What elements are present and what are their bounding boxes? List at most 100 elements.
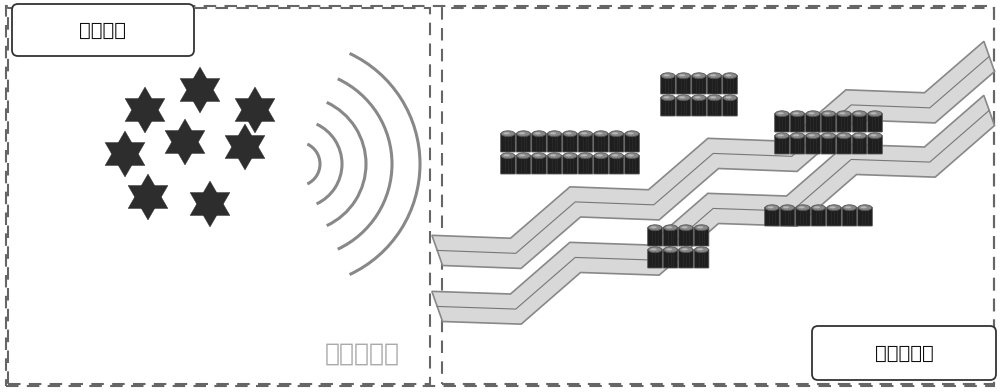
Ellipse shape (679, 96, 685, 98)
Ellipse shape (692, 73, 706, 79)
Ellipse shape (550, 154, 556, 156)
Ellipse shape (581, 154, 587, 156)
FancyBboxPatch shape (679, 249, 693, 268)
Ellipse shape (664, 96, 670, 98)
Ellipse shape (661, 95, 675, 101)
Ellipse shape (843, 205, 856, 211)
Ellipse shape (563, 153, 577, 159)
Ellipse shape (855, 134, 861, 136)
Ellipse shape (625, 131, 639, 137)
Ellipse shape (628, 132, 634, 134)
Ellipse shape (822, 111, 835, 117)
Ellipse shape (682, 248, 688, 250)
Ellipse shape (845, 206, 851, 209)
FancyBboxPatch shape (532, 133, 546, 152)
Ellipse shape (628, 154, 634, 156)
Polygon shape (125, 87, 165, 122)
FancyBboxPatch shape (661, 75, 675, 94)
Ellipse shape (625, 153, 639, 159)
Ellipse shape (837, 133, 851, 139)
FancyBboxPatch shape (547, 155, 562, 174)
Polygon shape (235, 87, 275, 122)
FancyBboxPatch shape (563, 155, 577, 174)
Ellipse shape (612, 154, 618, 156)
Polygon shape (225, 124, 265, 158)
FancyBboxPatch shape (775, 135, 789, 154)
Ellipse shape (594, 131, 608, 137)
Text: 地震波传播: 地震波传播 (324, 342, 400, 366)
Ellipse shape (765, 205, 779, 211)
Ellipse shape (708, 95, 721, 101)
Ellipse shape (814, 206, 820, 209)
Ellipse shape (664, 74, 670, 76)
FancyBboxPatch shape (516, 155, 531, 174)
Ellipse shape (651, 226, 657, 229)
Ellipse shape (768, 206, 774, 209)
Ellipse shape (861, 206, 867, 209)
Ellipse shape (799, 206, 805, 209)
FancyBboxPatch shape (821, 135, 836, 154)
Polygon shape (235, 98, 275, 133)
Ellipse shape (548, 131, 561, 137)
Ellipse shape (775, 111, 789, 117)
Ellipse shape (695, 96, 701, 98)
Ellipse shape (501, 131, 515, 137)
Polygon shape (105, 143, 145, 177)
FancyBboxPatch shape (852, 135, 867, 154)
Polygon shape (180, 78, 220, 113)
Ellipse shape (566, 132, 572, 134)
Ellipse shape (550, 132, 556, 134)
Ellipse shape (597, 154, 603, 156)
Ellipse shape (778, 134, 784, 136)
Ellipse shape (504, 154, 510, 156)
Polygon shape (432, 41, 995, 269)
FancyBboxPatch shape (806, 113, 820, 132)
Ellipse shape (824, 112, 830, 114)
Ellipse shape (827, 205, 841, 211)
Ellipse shape (840, 134, 846, 136)
FancyBboxPatch shape (12, 4, 194, 56)
Ellipse shape (679, 225, 693, 230)
Polygon shape (105, 131, 145, 165)
Ellipse shape (708, 73, 721, 79)
Ellipse shape (840, 112, 846, 114)
Ellipse shape (858, 205, 872, 211)
Ellipse shape (871, 112, 877, 114)
Ellipse shape (532, 153, 546, 159)
Ellipse shape (677, 73, 690, 79)
Ellipse shape (809, 112, 815, 114)
Polygon shape (128, 174, 168, 209)
Ellipse shape (723, 95, 737, 101)
FancyBboxPatch shape (827, 207, 841, 226)
Ellipse shape (517, 131, 530, 137)
FancyBboxPatch shape (648, 249, 662, 268)
FancyBboxPatch shape (676, 75, 691, 94)
Ellipse shape (868, 111, 882, 117)
Ellipse shape (581, 132, 587, 134)
Polygon shape (432, 95, 995, 324)
Polygon shape (225, 136, 265, 170)
Polygon shape (125, 98, 165, 133)
Ellipse shape (726, 96, 732, 98)
Ellipse shape (695, 247, 708, 253)
Polygon shape (190, 181, 230, 216)
Ellipse shape (806, 133, 820, 139)
Ellipse shape (563, 131, 577, 137)
Ellipse shape (853, 111, 866, 117)
FancyBboxPatch shape (609, 155, 624, 174)
FancyBboxPatch shape (578, 133, 593, 152)
FancyBboxPatch shape (609, 133, 624, 152)
Ellipse shape (710, 96, 716, 98)
FancyBboxPatch shape (837, 135, 851, 154)
Ellipse shape (806, 111, 820, 117)
FancyBboxPatch shape (780, 207, 795, 226)
Ellipse shape (535, 132, 541, 134)
Ellipse shape (666, 248, 672, 250)
FancyBboxPatch shape (790, 113, 805, 132)
Ellipse shape (566, 154, 572, 156)
Polygon shape (165, 119, 205, 154)
FancyBboxPatch shape (811, 207, 826, 226)
FancyBboxPatch shape (790, 135, 805, 154)
Ellipse shape (661, 73, 675, 79)
FancyBboxPatch shape (765, 207, 779, 226)
